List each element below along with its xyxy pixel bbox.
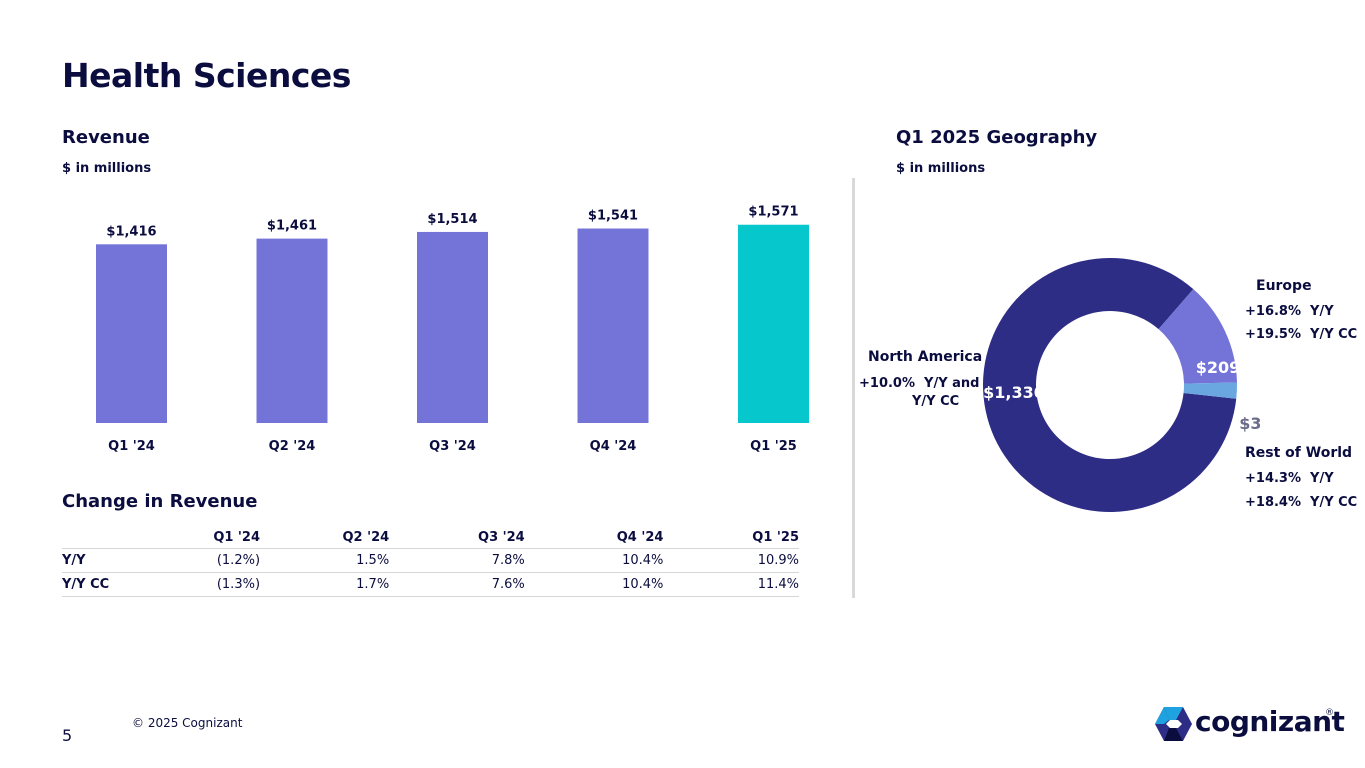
rest-of-world-stat-1: +14.3% Y/Y xyxy=(1245,471,1334,486)
x-tick-label: Q1 '24 xyxy=(108,439,155,454)
geography-donut-chart: $1,330 $209 $32 xyxy=(983,258,1260,512)
north-america-stat-1: +10.0% Y/Y and xyxy=(859,376,980,391)
cognizant-mark-icon xyxy=(1155,707,1192,741)
europe-label: Europe xyxy=(1256,278,1312,294)
revenue-units: $ in millions xyxy=(62,161,152,176)
europe-slice xyxy=(1158,289,1237,384)
table-cell: 7.6% xyxy=(389,572,525,597)
europe-stat-2: +19.5% Y/Y CC xyxy=(1245,327,1358,342)
table-cell: 10.9% xyxy=(663,548,799,573)
geography-units: $ in millions xyxy=(896,161,986,176)
europe-value: $209 xyxy=(1196,358,1241,377)
row-label: Y/Y CC xyxy=(62,572,168,597)
page-number: 5 xyxy=(62,726,73,745)
rest-of-world-stat-2: +18.4% Y/Y CC xyxy=(1245,495,1358,510)
row-label: Y/Y xyxy=(62,548,168,573)
table-row: Y/Y (1.2%) 1.5% 7.8% 10.4% 10.9% xyxy=(62,548,799,573)
cognizant-logo: cognizant ® xyxy=(1155,705,1345,742)
table-header: Q2 '24 xyxy=(342,529,390,545)
x-tick-label: Q4 '24 xyxy=(590,439,637,454)
table-header: Q3 '24 xyxy=(478,529,525,545)
bar-value-label: $1,514 xyxy=(427,212,477,227)
bar-3 xyxy=(417,231,488,423)
change-title: Change in Revenue xyxy=(62,491,258,512)
copyright: © 2025 Cognizant xyxy=(132,716,243,730)
geography-title: Q1 2025 Geography xyxy=(896,127,1098,148)
table-header: Q1 '24 xyxy=(213,529,261,545)
logo-wordmark: cognizant xyxy=(1195,705,1345,738)
table-row: Y/Y CC (1.3%) 1.7% 7.6% 10.4% 11.4% xyxy=(62,572,799,597)
x-tick-label: Q1 '25 xyxy=(750,439,797,454)
rest-of-world-label: Rest of World xyxy=(1245,445,1353,461)
logo-registered-mark: ® xyxy=(1325,708,1334,718)
page-title: Health Sciences xyxy=(62,56,351,95)
europe-stat-1: +16.8% Y/Y xyxy=(1245,304,1334,319)
table-cell: 11.4% xyxy=(663,572,799,597)
bar-5 xyxy=(738,224,809,423)
x-tick-label: Q2 '24 xyxy=(269,439,316,454)
bar-1 xyxy=(96,244,167,423)
bar-value-label: $1,461 xyxy=(267,219,317,234)
north-america-slice xyxy=(983,258,1237,512)
north-america-value: $1,330 xyxy=(983,383,1045,402)
table-cell: 7.8% xyxy=(389,548,525,573)
table-cell: 10.4% xyxy=(524,572,664,597)
table-cell: 1.5% xyxy=(260,548,390,573)
north-america-label: North America xyxy=(868,349,983,365)
bar-4 xyxy=(577,228,649,423)
table-cell: 10.4% xyxy=(524,548,664,573)
table-header: Q1 '25 xyxy=(752,529,799,545)
north-america-stat-2: Y/Y CC xyxy=(912,394,960,409)
change-table: Q1 '24 Q2 '24 Q3 '24 Q4 '24 Q1 '25 Y/Y (… xyxy=(62,526,799,597)
bar-value-label: $1,416 xyxy=(106,224,156,239)
rest-of-world-slice xyxy=(1183,382,1237,399)
table-header: Q4 '24 xyxy=(616,529,664,545)
table-header-row: Q1 '24 Q2 '24 Q3 '24 Q4 '24 Q1 '25 xyxy=(62,526,799,549)
table-cell: (1.3%) xyxy=(167,572,261,597)
rest-of-world-value: $32 xyxy=(1239,414,1260,433)
section-divider xyxy=(852,178,855,598)
revenue-title: Revenue xyxy=(62,127,150,148)
table-cell: 1.7% xyxy=(260,572,390,597)
table-header-blank xyxy=(62,526,168,549)
table-cell: (1.2%) xyxy=(167,548,261,573)
x-tick-label: Q3 '24 xyxy=(429,439,476,454)
bar-value-label: $1,541 xyxy=(588,209,638,224)
bar-value-label: $1,571 xyxy=(748,205,798,220)
bar-2 xyxy=(256,238,328,423)
revenue-bar-chart: $1,416 Q1 '24 $1,461 Q2 '24 $1,514 Q3 '24 $1,5… xyxy=(96,205,809,454)
